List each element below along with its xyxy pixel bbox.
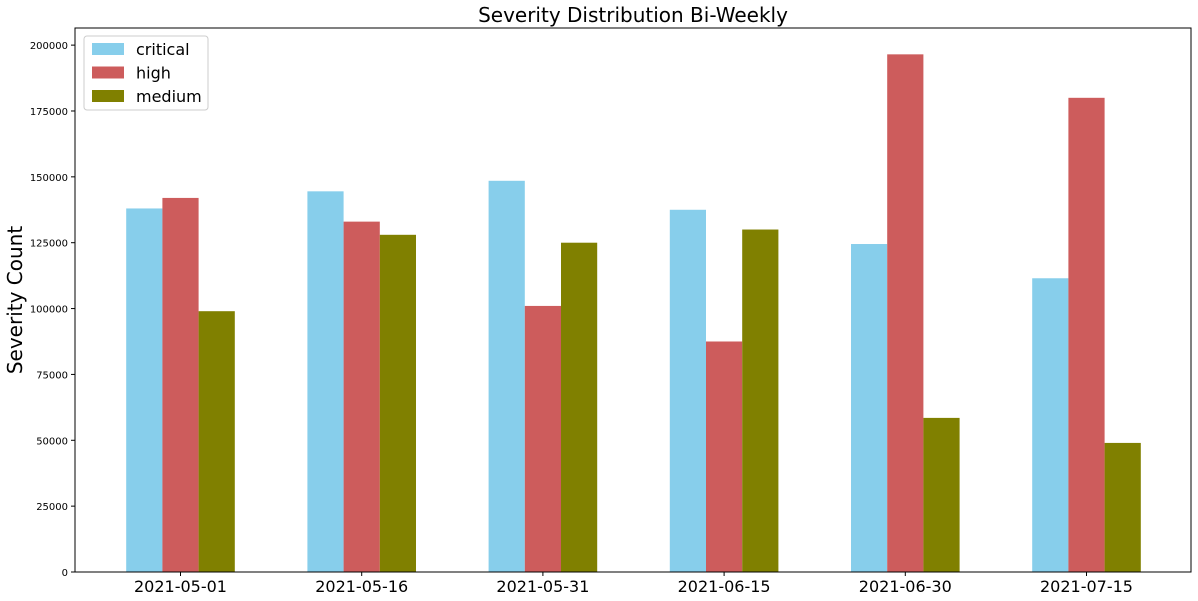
- y-axis-label: Severity Count: [3, 226, 27, 375]
- y-tick-label: 100000: [30, 305, 68, 316]
- legend-label: critical: [136, 40, 190, 59]
- legend-label: high: [136, 64, 171, 83]
- chart-title: Severity Distribution Bi-Weekly: [478, 3, 788, 27]
- bar: [742, 229, 779, 572]
- plot-frame: [74, 27, 1192, 573]
- y-tick-label: 200000: [30, 41, 68, 52]
- y-tick-label: 0: [62, 568, 68, 579]
- x-tick-label: 2021-07-15: [1040, 577, 1133, 596]
- bar: [1104, 442, 1141, 572]
- y-tick-label: 175000: [30, 107, 68, 118]
- legend-swatch: [92, 90, 124, 102]
- x-tick-label: 2021-06-30: [859, 577, 952, 596]
- bar: [126, 208, 163, 572]
- bar: [488, 180, 525, 572]
- legend-swatch: [92, 66, 124, 79]
- bar: [1068, 97, 1105, 573]
- y-tick-label: 150000: [30, 173, 68, 184]
- bar: [198, 311, 235, 572]
- bar: [1032, 278, 1069, 572]
- y-tick-label: 75000: [36, 370, 68, 381]
- bar: [524, 305, 561, 572]
- x-tick-label: 2021-05-16: [315, 577, 408, 596]
- bar: [923, 417, 960, 572]
- bar: [162, 197, 199, 573]
- bar: [669, 209, 706, 572]
- bar: [561, 242, 598, 572]
- x-tick-label: 2021-05-31: [496, 577, 589, 596]
- bar: [307, 191, 344, 572]
- bar: [887, 54, 924, 573]
- legend-swatch: [92, 43, 124, 55]
- y-tick-label: 50000: [36, 436, 68, 447]
- x-tick-label: 2021-05-01: [134, 577, 227, 596]
- bar: [379, 234, 416, 573]
- bar: [706, 341, 743, 572]
- legend-label: medium: [136, 87, 202, 106]
- y-tick-label: 125000: [30, 239, 68, 250]
- bar: [343, 221, 380, 572]
- bar: [851, 244, 888, 573]
- x-tick-label: 2021-06-15: [678, 577, 771, 596]
- y-tick-label: 25000: [36, 502, 68, 513]
